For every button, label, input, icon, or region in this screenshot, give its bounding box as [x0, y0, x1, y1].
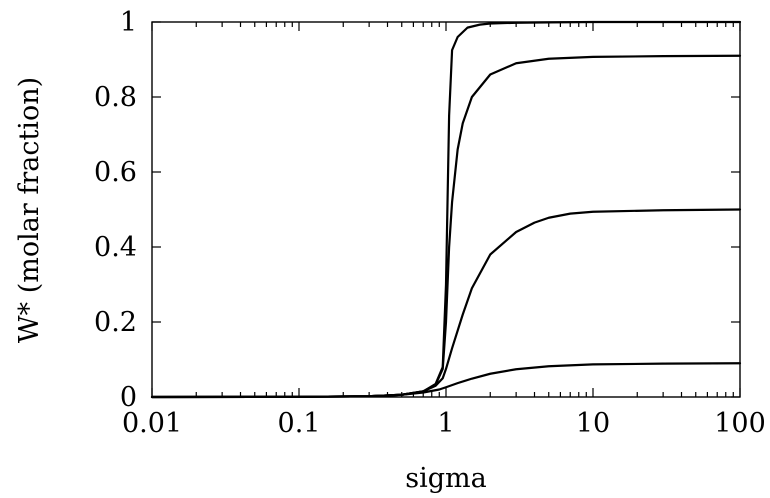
x-tick-label: 0.1: [278, 408, 321, 439]
y-tick-label: 0.8: [94, 82, 137, 113]
x-tick-label: 100: [714, 408, 766, 439]
y-tick-label: 0.4: [94, 232, 137, 263]
y-tick-label: 0: [120, 382, 137, 413]
x-tick-label: 0.01: [122, 408, 182, 439]
series-line-4: [150, 362, 742, 399]
series-group: [150, 20, 742, 399]
x-tick-label: 10: [576, 408, 610, 439]
y-tick-label: 1: [120, 7, 137, 38]
y-tick-label: 0.6: [94, 157, 137, 188]
y-axis-label: W* (molar fraction): [14, 77, 45, 343]
x-tick-label: 1: [437, 408, 454, 439]
axis-tick-labels: 0.01 0.1 1 10 100 0 0.2 0.4 0.6 0.8 1: [94, 7, 766, 439]
x-axis-label: sigma: [405, 463, 486, 494]
y-tick-label: 0.2: [94, 307, 137, 338]
